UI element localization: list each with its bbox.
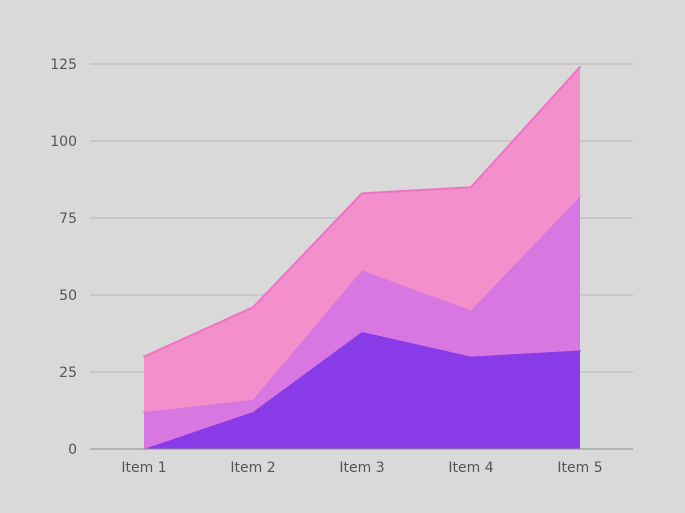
- tick-labels: 0 25 50 75 100 125 Item 1 Item 2 Item 3 Item 4 Ite…: [50, 57, 602, 476]
- y-tick-label-100: 100: [50, 134, 77, 150]
- y-tick-label-25: 25: [59, 365, 77, 381]
- series-3-point-5: [579, 66, 581, 68]
- series-3-point-3: [361, 192, 363, 195]
- series-3-point-2: [252, 306, 254, 309]
- x-tick-label-2: Item 2: [230, 460, 275, 476]
- x-tick-label-5: Item 5: [557, 460, 602, 476]
- x-tick-label-4: Item 4: [448, 460, 493, 476]
- area-series-2: [144, 196, 580, 449]
- area-series: [143, 66, 581, 450]
- x-tick-label-1: Item 1: [121, 460, 166, 476]
- series-3-point-4: [470, 186, 472, 188]
- y-tick-label-0: 0: [68, 442, 77, 458]
- area-series-3: [144, 67, 580, 413]
- y-tick-label-125: 125: [50, 57, 77, 73]
- series-3-point-1: [143, 355, 145, 358]
- y-tick-label-50: 50: [59, 288, 77, 304]
- area-series-1: [144, 331, 580, 449]
- y-tick-label-75: 75: [59, 211, 77, 227]
- x-tick-label-3: Item 3: [339, 460, 384, 476]
